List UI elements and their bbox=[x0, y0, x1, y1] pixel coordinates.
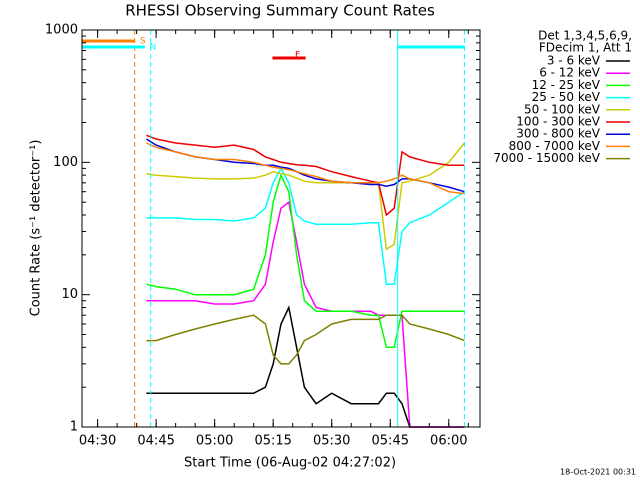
legend-label: 6 - 12 keV bbox=[539, 66, 601, 80]
legend-header: Det 1,3,4,5,6,9, bbox=[538, 29, 632, 43]
series-line bbox=[146, 166, 465, 285]
series-line bbox=[146, 305, 465, 428]
legend-label: 300 - 800 keV bbox=[516, 127, 600, 141]
legend-label: 3 - 6 keV bbox=[547, 54, 601, 68]
series-line bbox=[146, 314, 465, 365]
legend-label: 7000 - 15000 keV bbox=[493, 151, 600, 165]
series-line bbox=[146, 142, 465, 195]
x-tick-label: 04:30 bbox=[79, 434, 116, 449]
x-tick-label: 05:00 bbox=[196, 434, 233, 449]
legend-header: FDecim 1, Att 1 bbox=[539, 41, 632, 55]
flag-label: S bbox=[140, 37, 146, 47]
legend-label: 100 - 300 keV bbox=[516, 115, 600, 129]
x-tick-label: 05:15 bbox=[254, 434, 291, 449]
flag-label: N bbox=[149, 43, 156, 53]
x-axis-label: Start Time (06-Aug-02 04:27:02) bbox=[184, 456, 396, 471]
y-tick-label: 1 bbox=[70, 420, 78, 435]
timestamp: 18-Oct-2021 00:31 bbox=[560, 468, 636, 477]
legend-label: 12 - 25 keV bbox=[532, 78, 601, 92]
series-line bbox=[146, 173, 465, 349]
y-tick-label: 1000 bbox=[45, 23, 78, 38]
x-tick-label: 05:45 bbox=[372, 434, 409, 449]
legend-label: 25 - 50 keV bbox=[532, 90, 601, 104]
series-line bbox=[146, 142, 465, 251]
series-line bbox=[146, 134, 465, 217]
x-tick-label: 04:45 bbox=[137, 434, 174, 449]
flag-label: F bbox=[295, 51, 300, 61]
y-axis-label: Count Rate (s⁻¹ detector⁻¹) bbox=[29, 140, 44, 317]
plot-frame bbox=[81, 29, 481, 428]
y-tick-label: 100 bbox=[53, 155, 78, 170]
y-tick-label: 10 bbox=[61, 287, 78, 302]
chart-title: RHESSI Observing Summary Count Rates bbox=[125, 2, 435, 20]
legend-label: 800 - 7000 keV bbox=[509, 139, 601, 153]
legend-label: 50 - 100 keV bbox=[524, 102, 601, 116]
x-tick-label: 06:00 bbox=[430, 434, 467, 449]
x-tick-label: 05:30 bbox=[313, 434, 350, 449]
